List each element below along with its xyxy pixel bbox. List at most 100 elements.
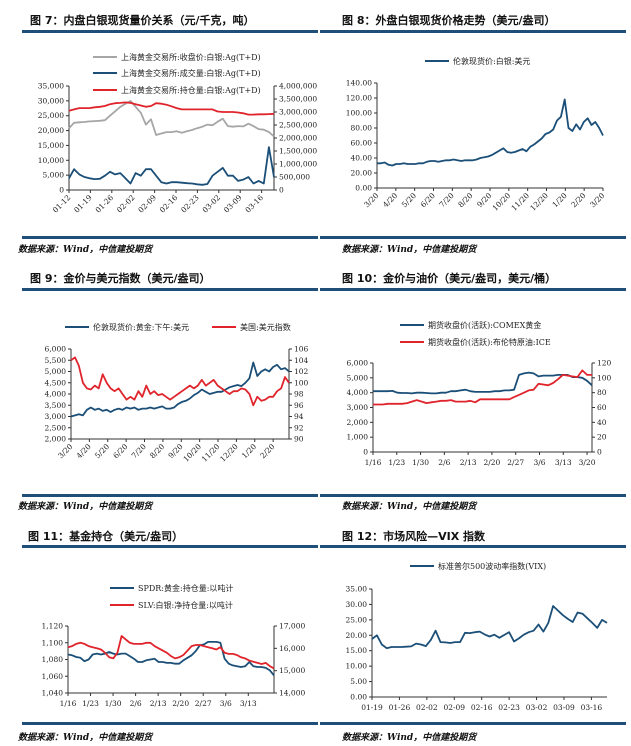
x-tick-label: 10/20	[181, 442, 203, 464]
y-tick-label: 25,000	[38, 111, 64, 120]
figure-11-title: 图 11：基金持仓（美元/盎司）	[28, 530, 184, 543]
y2-tick-label: 120	[597, 359, 612, 368]
x-tick-label: 8/20	[456, 191, 474, 209]
series-line-0	[373, 371, 593, 395]
y-tick-label: 2,500	[45, 423, 67, 432]
series-line-0	[67, 641, 275, 676]
y-tick-label: 3,500	[45, 401, 67, 410]
legend-item: SLV:白银:净持仓量:以吨计	[110, 599, 233, 611]
y-tick-label: 4,000	[347, 388, 369, 397]
legend-label: 上海黄金交易所:成交量:白银:Ag(T+D)	[121, 68, 261, 78]
y-tick-label: 1,040	[42, 689, 64, 698]
x-tick-label: 02-16	[471, 703, 493, 712]
x-tick-label: 2/6	[130, 699, 142, 708]
legend-swatch	[410, 565, 434, 567]
y2-tick-label: 102	[294, 367, 309, 376]
y-tick-label: 0.00	[350, 693, 367, 702]
y2-tick-label: 100	[597, 373, 612, 382]
y-tick-label: 5.00	[350, 677, 367, 686]
y-tick-label: 1,120	[42, 622, 64, 631]
divider	[320, 236, 626, 239]
y2-tick-label: 2,000,000	[279, 134, 317, 143]
x-tick-label: 01-26	[94, 193, 116, 215]
legend-label: SPDR:黄金:持仓量:以吨计	[138, 583, 234, 593]
legend-swatch	[110, 587, 134, 589]
y-tick-label: 10.00	[346, 662, 368, 671]
series-line-0	[70, 361, 290, 418]
x-tick-label: 5/20	[400, 191, 418, 209]
y-tick-label: 1,080	[42, 655, 64, 664]
y2-tick-label: 96	[294, 401, 304, 410]
figure-12-title: 图 12：市场风险—VIX 指数	[342, 530, 486, 543]
y-tick-label: 15.00	[346, 646, 368, 655]
y-tick-label: 35.00	[346, 585, 368, 594]
x-tick-label: 6/20	[419, 191, 437, 209]
y2-tick-label: 1,000,000	[279, 160, 317, 169]
x-tick-label: 3/20	[579, 458, 596, 467]
figure-9-title: 图 9：金价与美元指数（美元/盎司）	[30, 272, 211, 285]
source-note: 数据来源：Wind，中信建投期货	[342, 733, 477, 743]
x-tick-label: 5/20	[93, 442, 111, 460]
y-tick-label: 35,000	[38, 82, 64, 91]
y2-tick-label: 4,000,000	[279, 82, 317, 91]
y-tick-label: 3,000	[347, 403, 369, 412]
y2-tick-label: 94	[294, 412, 304, 421]
x-tick-label: 02-09	[443, 703, 465, 712]
x-tick-label: 11/20	[509, 191, 531, 213]
source-note: 数据来源：Wind，中信建投期货	[18, 245, 153, 255]
legend-label: SLV:白银:净持仓量:以吨计	[138, 600, 233, 610]
y-tick-label: 100.00	[346, 109, 372, 118]
y-tick-label: 5,000	[45, 367, 67, 376]
x-tick-label: 03-16	[243, 193, 265, 215]
y-tick-label: 0.00	[355, 184, 372, 193]
series-line-0	[377, 98, 604, 167]
series-line-1	[70, 356, 290, 407]
y-tick-label: 20.00	[351, 169, 373, 178]
chart-0: 0 5,000 10,000 15,000 20,000 25,000 30,000 35,0…	[38, 82, 318, 215]
legend-label: 期货收盘价(活跃):COMEX黄金	[428, 320, 542, 330]
divider	[22, 30, 318, 33]
y-tick-label: 120.00	[346, 94, 372, 103]
y2-tick-label: 16,000	[279, 644, 305, 653]
y-tick-label: 10,000	[38, 156, 64, 165]
legend-item: 上海黄金交易所:收盘价:白银:Ag(T+D)	[93, 51, 261, 63]
y-tick-label: 2,000	[347, 418, 369, 427]
y2-tick-label: 3,500,000	[279, 95, 317, 104]
legend-item: 期货收盘价(活跃):布伦特原油:ICE	[400, 336, 551, 348]
y2-tick-label: 104	[294, 356, 309, 365]
divider	[320, 30, 626, 33]
y2-tick-label: 0	[597, 448, 602, 457]
y-tick-label: 60.00	[351, 139, 373, 148]
x-tick-label: 2/20	[483, 458, 500, 467]
y-tick-label: 80.00	[351, 124, 373, 133]
y-tick-label: 40.00	[351, 154, 373, 163]
y-tick-label: 0	[59, 186, 64, 195]
y-tick-label: 15,000	[38, 141, 64, 150]
chart-1: 0.00 20.00 40.00 60.00 80.00 100.00 120.00 140.…	[346, 79, 607, 213]
x-tick-label: 2/27	[195, 699, 212, 708]
divider	[320, 288, 626, 291]
x-tick-label: 1/23	[82, 699, 99, 708]
legend-swatch	[93, 72, 117, 74]
legend-item: 上海黄金交易所:持仓量:白银:Ag(T+D)	[93, 84, 261, 96]
y2-tick-label: 98	[294, 390, 304, 399]
x-tick-label: 2/13	[460, 458, 477, 467]
y-tick-label: 2,000	[45, 435, 67, 444]
x-tick-label: 02-23	[179, 193, 201, 215]
source-note: 数据来源：Wind，中信建投期货	[342, 502, 477, 512]
x-tick-label: 2/27	[507, 458, 524, 467]
x-tick-label: 3/20	[362, 191, 380, 209]
y2-tick-label: 0	[279, 186, 284, 195]
y2-tick-label: 92	[294, 423, 304, 432]
y2-tick-label: 14,000	[279, 689, 305, 698]
y-tick-label: 1,060	[42, 672, 64, 681]
y2-tick-label: 40	[597, 418, 607, 427]
y2-tick-label: 60	[597, 403, 607, 412]
legend-label: 期货收盘价(活跃):布伦特原油:ICE	[428, 337, 551, 347]
chart-4: 1,040 1,060 1,080 1,100 1,120 14,000 15,000 16,…	[42, 622, 306, 709]
x-tick-label: 10/20	[491, 191, 513, 213]
y-tick-label: 20.00	[346, 631, 368, 640]
x-tick-label: 02-23	[498, 703, 520, 712]
figure-8-title: 图 8：外盘白银现货价格走势（美元/盎司）	[342, 14, 556, 27]
x-tick-label: 01-26	[389, 703, 411, 712]
